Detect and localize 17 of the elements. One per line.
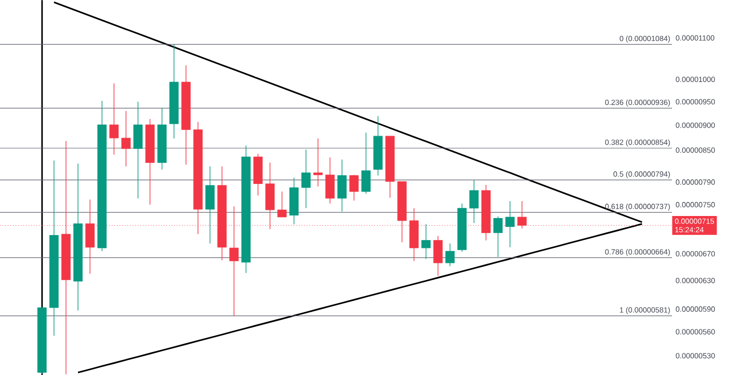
candlestick	[349, 174, 359, 201]
candlestick	[421, 224, 431, 260]
candlestick	[205, 166, 215, 244]
candlestick	[433, 236, 443, 276]
candlestick	[469, 180, 479, 224]
candlestick	[133, 101, 143, 199]
candlestick	[493, 216, 503, 258]
candlestick	[313, 138, 323, 187]
candlestick	[337, 159, 347, 212]
candlestick	[361, 132, 371, 194]
candlestick	[325, 157, 335, 204]
candlestick	[505, 200, 515, 248]
candlestick	[445, 243, 455, 267]
candlestick	[301, 149, 311, 209]
candlestick	[121, 110, 131, 167]
candlestick	[109, 83, 119, 156]
candlestick	[277, 191, 287, 218]
